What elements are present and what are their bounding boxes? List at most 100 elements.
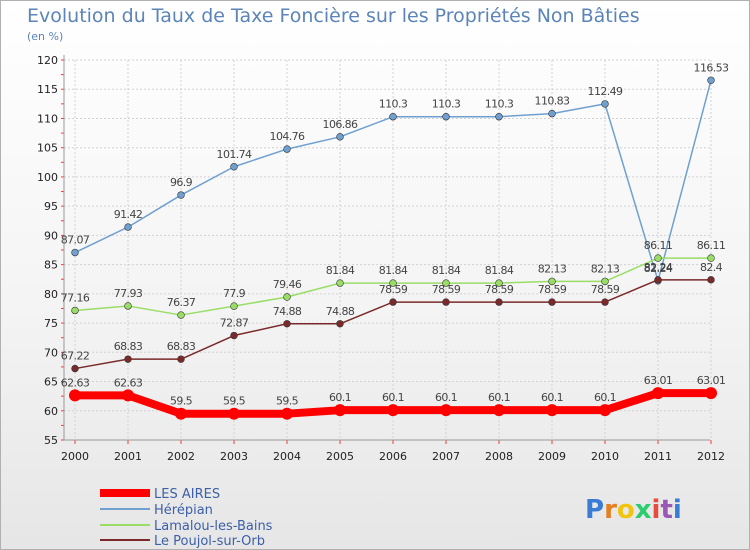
data-point	[548, 277, 556, 286]
grid	[64, 59, 712, 441]
data-point	[175, 407, 187, 420]
y-tick-label: 85	[44, 259, 58, 272]
data-point	[548, 109, 556, 118]
data-point	[281, 407, 293, 420]
x-tick-label: 2008	[485, 450, 513, 463]
y-tick-label: 80	[44, 288, 58, 301]
data-point	[495, 279, 503, 287]
data-point	[705, 387, 717, 400]
data-point	[283, 320, 291, 328]
data-point	[69, 389, 81, 402]
x-tick-label: 2000	[61, 450, 89, 463]
data-point	[707, 76, 715, 84]
data-label: 82.13	[591, 262, 620, 275]
y-tick-label: 105	[37, 142, 58, 155]
data-point	[652, 387, 664, 400]
logo-letter: i	[652, 495, 661, 525]
data-point	[654, 254, 662, 262]
y-tick-label: 60	[44, 405, 58, 418]
data-label: 101.74	[217, 148, 252, 161]
data-point	[283, 293, 291, 301]
data-label: 68.83	[167, 340, 196, 353]
data-label: 67.22	[61, 350, 90, 363]
data-label: 77.93	[114, 287, 143, 300]
data-label: 78.59	[591, 283, 620, 296]
data-label: 74.88	[326, 305, 355, 318]
data-label: 62.63	[114, 376, 143, 389]
data-point	[654, 276, 662, 284]
data-label: 60.1	[594, 391, 616, 404]
data-label: 60.1	[382, 391, 404, 404]
data-label: 96.9	[170, 176, 193, 189]
data-label: 82.4	[700, 261, 723, 274]
data-label: 76.37	[167, 296, 196, 309]
data-label: 78.59	[485, 283, 514, 296]
y-tick-label: 115	[37, 83, 58, 96]
data-point	[546, 404, 558, 417]
chart-title: Evolution du Taux de Taxe Foncière sur l…	[27, 5, 640, 27]
x-tick-label: 2009	[538, 450, 566, 463]
data-label: 63.01	[644, 374, 673, 387]
data-label: 63.01	[697, 374, 726, 387]
y-tick-label: 95	[44, 200, 58, 213]
data-point	[389, 279, 397, 287]
data-label: 77.16	[61, 291, 90, 304]
data-label: 60.1	[329, 391, 351, 404]
x-tick-label: 2011	[644, 450, 672, 463]
data-label: 110.3	[485, 98, 514, 111]
data-label: 72.87	[220, 317, 249, 330]
data-point	[336, 133, 344, 141]
legend-label: LES AIRES	[154, 487, 220, 502]
data-point	[334, 404, 346, 417]
data-labels: 62.63 62.63 59.5 59.5 59.5 60.1 60.1 60.1 60.1 60…	[61, 61, 730, 408]
x-tick-label: 2003	[220, 450, 248, 463]
data-point	[283, 145, 291, 153]
legend-label: Hérépian	[154, 503, 213, 518]
data-point	[124, 223, 132, 231]
data-point	[389, 298, 397, 306]
y-tick-label: 75	[44, 317, 58, 330]
legend-label: Le Poujol-sur-Orb	[154, 534, 265, 549]
logo-letter: t	[660, 495, 672, 525]
logo-text: Proxiti	[585, 495, 682, 525]
data-label: 106.86	[323, 118, 358, 131]
data-point	[71, 248, 79, 257]
data-label: 59.5	[223, 395, 246, 408]
data-label: 87.07	[61, 234, 90, 247]
data-point	[707, 276, 715, 284]
data-point	[601, 100, 609, 108]
data-label: 82.24	[644, 261, 673, 274]
x-tick-label: 2010	[591, 450, 619, 463]
data-label: 78.59	[538, 283, 567, 296]
data-point	[442, 113, 450, 121]
data-point	[548, 298, 556, 306]
legend-label: Lamalou-les-Bains	[154, 519, 273, 534]
data-label: 81.84	[326, 264, 355, 277]
data-point	[124, 302, 132, 310]
data-point	[601, 277, 609, 286]
y-tick-label: 90	[44, 229, 58, 242]
axes: 55 60 65 70 75 80 85 90 95 100 105 110 115 120 2000 200…	[37, 54, 725, 463]
data-label: 60.1	[488, 391, 510, 404]
data-point	[389, 113, 397, 121]
data-label: 59.5	[276, 395, 299, 408]
data-label: 82.13	[538, 262, 567, 275]
data-label: 110.3	[432, 98, 461, 111]
data-label: 81.84	[485, 264, 514, 277]
data-label: 60.1	[541, 391, 563, 404]
data-point	[230, 331, 238, 340]
x-tick-label: 2007	[432, 450, 460, 463]
data-label: 91.42	[114, 208, 143, 221]
data-label: 68.83	[114, 340, 143, 353]
y-tick-label: 55	[44, 434, 58, 447]
x-tick-label: 2004	[273, 450, 301, 463]
logo-letter: x	[635, 495, 652, 525]
data-point	[230, 302, 238, 310]
data-point	[599, 404, 611, 417]
data-point	[707, 254, 715, 262]
data-label: 60.1	[435, 391, 457, 404]
data-point	[495, 113, 503, 121]
data-point	[71, 306, 79, 315]
y-axis-unit: (en %)	[27, 30, 64, 43]
